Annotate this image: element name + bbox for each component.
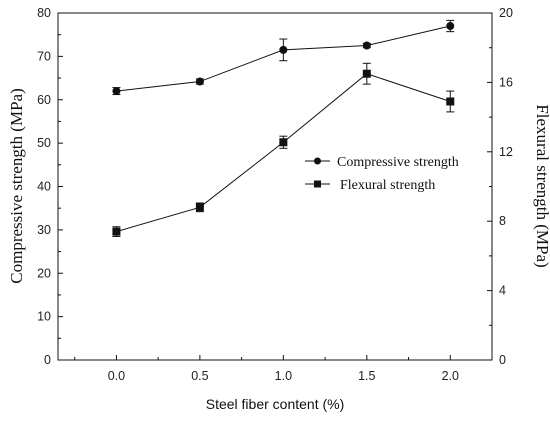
data-point-compressive: [446, 22, 455, 31]
data-point-compressive: [362, 41, 371, 50]
legend-label-flexural: Flexural strength: [340, 178, 435, 193]
x-tick-label: 0.5: [191, 369, 208, 383]
y-left-tick-label: 60: [37, 93, 51, 107]
series-layer: [112, 19, 455, 237]
y-axis-right-label: Flexural strength (MPa): [533, 104, 550, 267]
legend: Compressive strength Flexural strength: [305, 155, 459, 193]
x-tick-label: 1.0: [275, 369, 292, 383]
y-left-tick-label: 40: [37, 180, 51, 194]
y-right-tick-label: 8: [499, 214, 506, 228]
data-point-compressive: [112, 87, 121, 96]
x-tick-label: 0.0: [108, 369, 125, 383]
x-axis-label: Steel fiber content (%): [206, 396, 345, 412]
x-tick-label: 2.0: [442, 369, 459, 383]
legend-label-compressive: Compressive strength: [337, 155, 459, 170]
ticks: 0 10 20 30 40 50 60 70 80 0 4 8 12 16 20 0.0 0.5 1.0 1.5 2.…: [37, 6, 513, 383]
legend-marker-compressive: [314, 157, 321, 165]
y-left-tick-label: 70: [37, 49, 51, 63]
y-right-tick-label: 12: [499, 145, 513, 159]
series-line-flexural: [116, 73, 451, 233]
legend-marker-flexural: [314, 180, 321, 188]
data-point-flexural: [112, 227, 121, 236]
data-point-flexural: [446, 97, 455, 106]
x-tick-label: 1.5: [358, 369, 375, 383]
y-right-tick-label: 16: [499, 75, 513, 89]
data-point-flexural: [195, 203, 204, 212]
data-point-compressive: [195, 77, 204, 86]
data-point-compressive: [279, 45, 288, 54]
y-left-tick-label: 10: [37, 310, 51, 324]
y-right-tick-label: 20: [499, 6, 513, 20]
y-right-tick-label: 0: [499, 353, 506, 367]
y-axis-left-label: Compressive strength (MPa): [7, 88, 26, 283]
data-point-flexural: [279, 138, 288, 147]
y-left-tick-label: 50: [37, 136, 51, 150]
y-left-tick-label: 0: [44, 353, 51, 367]
y-right-tick-label: 4: [499, 284, 506, 298]
y-left-tick-label: 80: [37, 6, 51, 20]
y-left-tick-label: 20: [37, 266, 51, 280]
data-point-flexural: [362, 69, 371, 78]
y-left-tick-label: 30: [37, 223, 51, 237]
